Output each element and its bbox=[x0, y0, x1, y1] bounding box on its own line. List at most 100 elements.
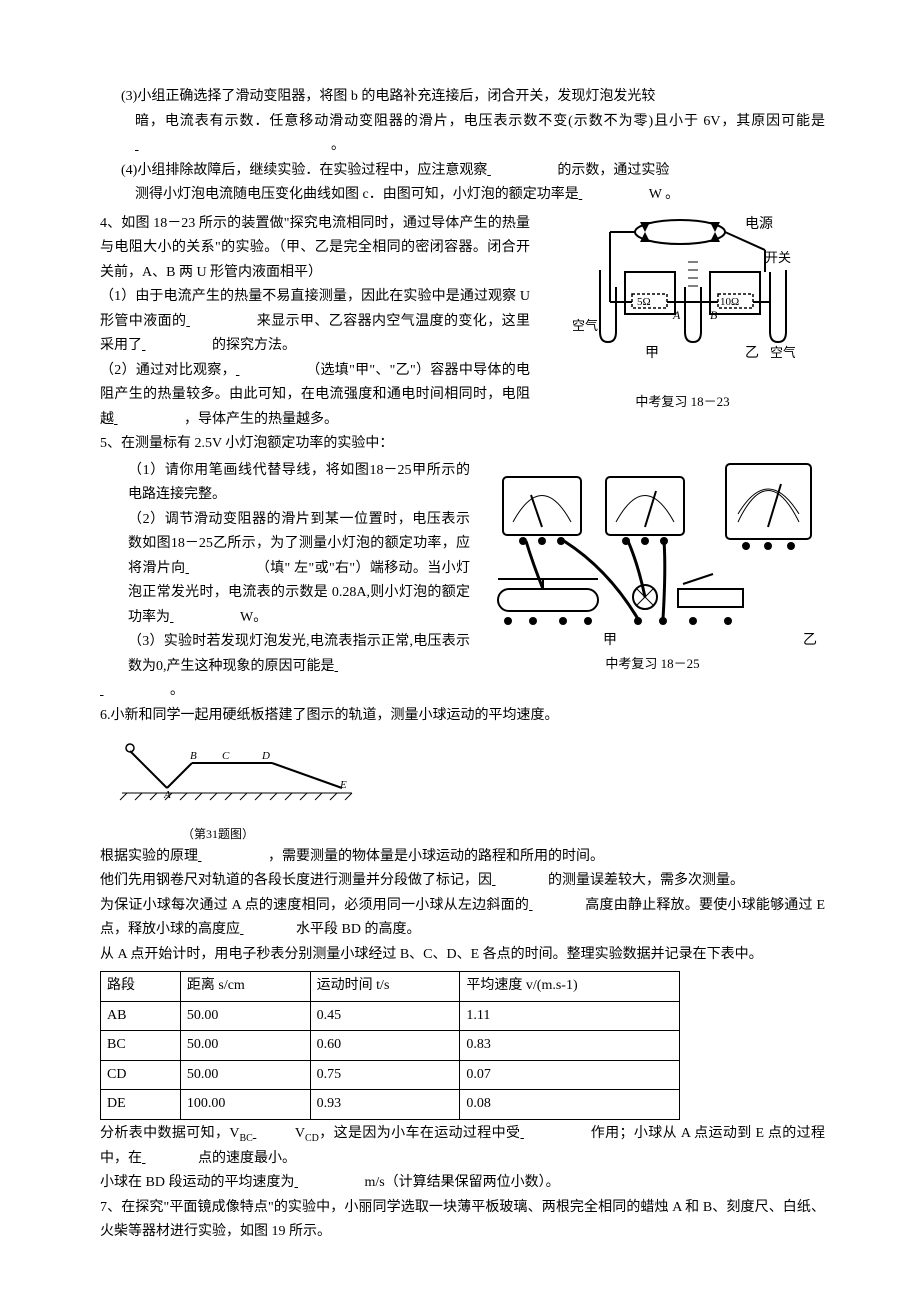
q3-p3b-text: 暗，电流表有示数．任意移动滑动变阻器的滑片，电压表示数不变(示数不为零)且小于 … bbox=[135, 114, 825, 129]
cell: 0.93 bbox=[310, 1090, 460, 1120]
table-row: BC50.000.600.83 bbox=[101, 1031, 680, 1061]
svg-text:A: A bbox=[672, 308, 681, 322]
q5-sub1: （1）请你用笔画线代替导线，将如图18－25甲所示的电路连接完整。 bbox=[100, 459, 470, 508]
q6-track-figure: A B C D E （第31题图） bbox=[112, 734, 825, 845]
q6-p3: 为保证小球每次通过 A 点的速度相同，必须用同一小球从左边斜面的 高度由静止释放… bbox=[100, 894, 825, 943]
q5-blank4[interactable] bbox=[100, 679, 170, 704]
label-jia: 甲 bbox=[645, 346, 659, 361]
q5-blank2[interactable] bbox=[170, 606, 240, 631]
q4-figure: 电源 开关 5Ω 10Ω bbox=[540, 212, 825, 414]
q4pre-blank2[interactable] bbox=[579, 183, 649, 208]
q6-p5c: ，这是因为小车在运动过程中受 bbox=[319, 1126, 521, 1141]
cell: 0.45 bbox=[310, 1001, 460, 1031]
q4pre-c: 测得小灯泡电流随电压变化曲线如图 c．由图可知，小灯泡的额定功率是 bbox=[135, 187, 579, 202]
cell: 100.00 bbox=[180, 1090, 310, 1120]
q6-p2: 他们先用钢卷尺对轨道的各段长度进行测量并分段做了标记，因 的测量误差较大，需多次… bbox=[100, 869, 825, 894]
q4-blank1[interactable] bbox=[186, 310, 256, 335]
q3-p3-end: 。 bbox=[331, 138, 345, 153]
th-3: 平均速度 v/(m.s-1) bbox=[460, 972, 680, 1002]
cell: BC bbox=[101, 1031, 181, 1061]
track-A: A bbox=[163, 789, 171, 801]
q3-part4-line2: 测得小灯泡电流随电压变化曲线如图 c．由图可知，小灯泡的额定功率是 W 。 bbox=[100, 183, 825, 208]
q5-s3end: 。 bbox=[170, 683, 184, 698]
q5-sub3: （3）实验时若发现灯泡发光,电流表指示正常,电压表示数为0,产生这种现象的原因可… bbox=[100, 630, 470, 679]
label-air-right: 空气 bbox=[770, 345, 795, 360]
q4pre-blank1[interactable] bbox=[487, 159, 557, 184]
q6-blank1[interactable] bbox=[198, 845, 268, 870]
q3-blank[interactable] bbox=[135, 134, 331, 159]
table-row: CD50.000.750.07 bbox=[101, 1060, 680, 1090]
q4-caption: 中考复习 18－23 bbox=[540, 391, 825, 414]
q3-part4-line1: (4)小组排除故障后，继续实验．在实验过程中，应注意观察 的示数，通过实验 bbox=[100, 159, 825, 184]
q5-s2c: W。 bbox=[240, 610, 267, 625]
q4-blank3[interactable] bbox=[236, 359, 306, 384]
q6-blank3[interactable] bbox=[529, 894, 585, 919]
track-C: C bbox=[222, 750, 230, 762]
q4pre-b: 的示数，通过实验 bbox=[557, 163, 669, 178]
q6-intro: 6.小新和同学一起用硬纸板搭建了图示的轨道，测量小球运动的平均速度。 bbox=[100, 704, 825, 729]
label-yi: 乙 bbox=[745, 345, 759, 361]
q5-label-yi: 乙 bbox=[803, 632, 817, 648]
q5-sub2: （2）调节滑动变阻器的滑片到某一位置时，电压表示数如图18－25乙所示，为了测量… bbox=[100, 508, 470, 631]
q4-s2c: ，导体产生的热量越多。 bbox=[184, 412, 338, 427]
q7-text: 7、在探究"平面镜成像特点"的实验中，小丽同学选取一块薄平板玻璃、两根完全相同的… bbox=[100, 1196, 825, 1245]
q6-p6b: m/s（计算结果保留两位小数）。 bbox=[364, 1175, 559, 1190]
q4-blank4[interactable] bbox=[114, 408, 184, 433]
q6-p1b: ，需要测量的物体量是小球运动的路程和所用的时间。 bbox=[268, 849, 604, 864]
q6-blank2[interactable] bbox=[492, 869, 548, 894]
label-power: 电源 bbox=[745, 216, 773, 232]
q6-p4: 从 A 点开始计时，用电子秒表分别测量小球经过 B、C、D、E 各点的时间。整理… bbox=[100, 943, 825, 968]
q6-p3a: 为保证小球每次通过 A 点的速度相同，必须用同一小球从左边斜面的 bbox=[100, 898, 529, 913]
label-air-left: 空气 bbox=[572, 318, 598, 333]
th-1: 距离 s/cm bbox=[180, 972, 310, 1002]
q5-s3a: （3）实验时若发现灯泡发光,电流表指示正常,电压表示数为0,产生这种现象的原因可… bbox=[128, 634, 470, 674]
q6-blank7[interactable] bbox=[142, 1147, 198, 1172]
cell: 0.08 bbox=[460, 1090, 680, 1120]
q6-p3c: 水平段 BD 的高度。 bbox=[296, 922, 420, 937]
q4-sub1: （1）由于电流产生的热量不易直接测量，因此在实验中是通过观察 U 形管中液面的 … bbox=[100, 285, 530, 359]
q5-label-jia: 甲 bbox=[603, 633, 617, 648]
q4-blank2[interactable] bbox=[142, 334, 212, 359]
cell: DE bbox=[101, 1090, 181, 1120]
q6-p6: 小球在 BD 段运动的平均速度为 m/s（计算结果保留两位小数）。 bbox=[100, 1171, 825, 1196]
q6-p5a: 分析表中数据可知，V bbox=[100, 1126, 239, 1141]
cell: CD bbox=[101, 1060, 181, 1090]
q6-p5: 分析表中数据可知，VBC VCD，这是因为小车在运动过程中受 作用；小球从 A … bbox=[100, 1122, 825, 1172]
q4pre-a: (4)小组排除故障后，继续实验．在实验过程中，应注意观察 bbox=[121, 163, 487, 178]
table-header-row: 路段 距离 s/cm 运动时间 t/s 平均速度 v/(m.s-1) bbox=[101, 972, 680, 1002]
cell: 50.00 bbox=[180, 1060, 310, 1090]
label-5ohm: 5Ω bbox=[637, 296, 651, 308]
q5-blank1[interactable] bbox=[185, 557, 255, 582]
q6-blank5[interactable] bbox=[253, 1122, 295, 1147]
q6-p1a: 根据实验的原理 bbox=[100, 849, 198, 864]
q6-blank4[interactable] bbox=[240, 918, 296, 943]
q5-blank3[interactable] bbox=[335, 655, 405, 680]
table-row: DE100.000.930.08 bbox=[101, 1090, 680, 1120]
q6-blank6[interactable] bbox=[520, 1122, 590, 1147]
q4-intro: 4、如图 18－23 所示的装置做"探究电流相同时，通过导体产生的热量与电阻大小… bbox=[100, 212, 530, 286]
svg-text:B: B bbox=[710, 308, 718, 322]
q5-sub3end: 。 bbox=[100, 679, 470, 704]
cell: AB bbox=[101, 1001, 181, 1031]
q6-p5b: V bbox=[295, 1126, 305, 1141]
q4-s2a: （2）通过对比观察， bbox=[100, 363, 236, 378]
cell: 1.11 bbox=[460, 1001, 680, 1031]
q4-s1c: 的探究方法。 bbox=[212, 338, 296, 353]
q6-p5e: 点的速度最小。 bbox=[198, 1151, 296, 1166]
q4-sub2: （2）通过对比观察， （选填"甲"、"乙"）容器中导体的电阻产生的热量较多。由此… bbox=[100, 359, 530, 433]
th-0: 路段 bbox=[101, 972, 181, 1002]
track-D: D bbox=[261, 750, 270, 762]
q5-figure: 甲 乙 中考复习 18－25 bbox=[480, 459, 825, 676]
q6-p2a: 他们先用钢卷尺对轨道的各段长度进行测量并分段做了标记，因 bbox=[100, 873, 492, 888]
table-row: AB50.000.451.11 bbox=[101, 1001, 680, 1031]
q6-img-caption: （第31题图） bbox=[182, 824, 825, 845]
q5-intro: 5、在测量标有 2.5V 小灯泡额定功率的实验中： bbox=[100, 432, 825, 457]
q6-p6a: 小球在 BD 段运动的平均速度为 bbox=[100, 1175, 294, 1190]
th-2: 运动时间 t/s bbox=[310, 972, 460, 1002]
cell: 0.75 bbox=[310, 1060, 460, 1090]
q6-blank8[interactable] bbox=[294, 1171, 364, 1196]
q6-p1: 根据实验的原理 ，需要测量的物体量是小球运动的路程和所用的时间。 bbox=[100, 845, 825, 870]
cell: 0.07 bbox=[460, 1060, 680, 1090]
cell: 0.60 bbox=[310, 1031, 460, 1061]
track-E: E bbox=[339, 779, 347, 791]
